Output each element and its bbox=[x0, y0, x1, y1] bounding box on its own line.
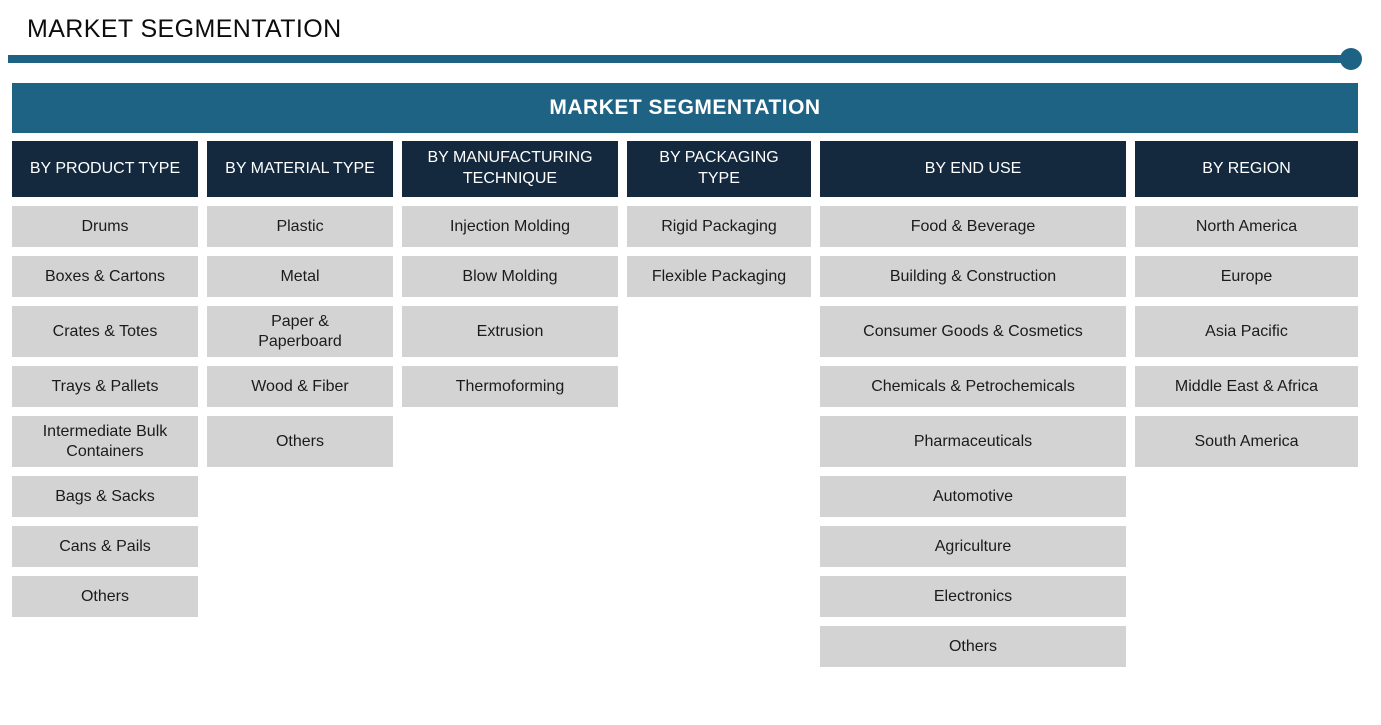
segment-item-flexible-packaging: Flexible Packaging bbox=[627, 256, 811, 297]
segment-item-others: Others bbox=[12, 576, 198, 617]
segment-item-cans-pails: Cans & Pails bbox=[12, 526, 198, 567]
page-title: MARKET SEGMENTATION bbox=[27, 15, 342, 43]
segment-item-asia-pacific: Asia Pacific bbox=[1135, 306, 1358, 357]
segment-item-agriculture: Agriculture bbox=[820, 526, 1126, 567]
segment-item-south-america: South America bbox=[1135, 416, 1358, 467]
segment-item-bags-sacks: Bags & Sacks bbox=[12, 476, 198, 517]
segment-item-building-construction: Building & Construction bbox=[820, 256, 1126, 297]
segment-item-plastic: Plastic bbox=[207, 206, 393, 247]
segmentation-grid: BY PRODUCT TYPE Drums Boxes & Cartons Crate… bbox=[12, 141, 1381, 667]
segment-item-pharmaceuticals: Pharmaceuticals bbox=[820, 416, 1126, 467]
segment-item-wood-fiber: Wood & Fiber bbox=[207, 366, 393, 407]
segment-item-consumer-goods-cosmetics: Consumer Goods & Cosmetics bbox=[820, 306, 1126, 357]
title-underline-rule bbox=[8, 48, 1362, 70]
column-header-by-packaging-type: BY PACKAGING TYPE bbox=[627, 141, 811, 197]
segment-item-automotive: Automotive bbox=[820, 476, 1126, 517]
slide: MARKET SEGMENTATION MARKET SEGMENTATION … bbox=[0, 14, 1381, 725]
segment-item-europe: Europe bbox=[1135, 256, 1358, 297]
segment-item-crates-totes: Crates & Totes bbox=[12, 306, 198, 357]
column-header-by-material-type: BY MATERIAL TYPE bbox=[207, 141, 393, 197]
segmentation-banner-title: MARKET SEGMENTATION bbox=[12, 83, 1358, 133]
segment-item-trays-pallets: Trays & Pallets bbox=[12, 366, 198, 407]
segment-item-intermediate-bulk-containers: Intermediate Bulk Containers bbox=[12, 416, 198, 467]
segment-item-drums: Drums bbox=[12, 206, 198, 247]
segment-item-others: Others bbox=[207, 416, 393, 467]
segment-item-middle-east-africa: Middle East & Africa bbox=[1135, 366, 1358, 407]
column-header-by-end-use: BY END USE bbox=[820, 141, 1126, 197]
column-header-by-product-type: BY PRODUCT TYPE bbox=[12, 141, 198, 197]
segment-item-north-america: North America bbox=[1135, 206, 1358, 247]
column-header-by-manufacturing-technique: BY MANUFACTURING TECHNIQUE bbox=[402, 141, 618, 197]
segment-item-thermoforming: Thermoforming bbox=[402, 366, 618, 407]
segment-item-others: Others bbox=[820, 626, 1126, 667]
segment-item-paper-paperboard: Paper & Paperboard bbox=[207, 306, 393, 357]
column-header-by-region: BY REGION bbox=[1135, 141, 1358, 197]
segment-item-electronics: Electronics bbox=[820, 576, 1126, 617]
rule-end-dot bbox=[1340, 48, 1362, 70]
segment-item-injection-molding: Injection Molding bbox=[402, 206, 618, 247]
segment-item-blow-molding: Blow Molding bbox=[402, 256, 618, 297]
segment-item-metal: Metal bbox=[207, 256, 393, 297]
segment-item-food-beverage: Food & Beverage bbox=[820, 206, 1126, 247]
segment-item-chemicals-petrochemicals: Chemicals & Petrochemicals bbox=[820, 366, 1126, 407]
segment-item-extrusion: Extrusion bbox=[402, 306, 618, 357]
segment-item-rigid-packaging: Rigid Packaging bbox=[627, 206, 811, 247]
segment-item-boxes-cartons: Boxes & Cartons bbox=[12, 256, 198, 297]
